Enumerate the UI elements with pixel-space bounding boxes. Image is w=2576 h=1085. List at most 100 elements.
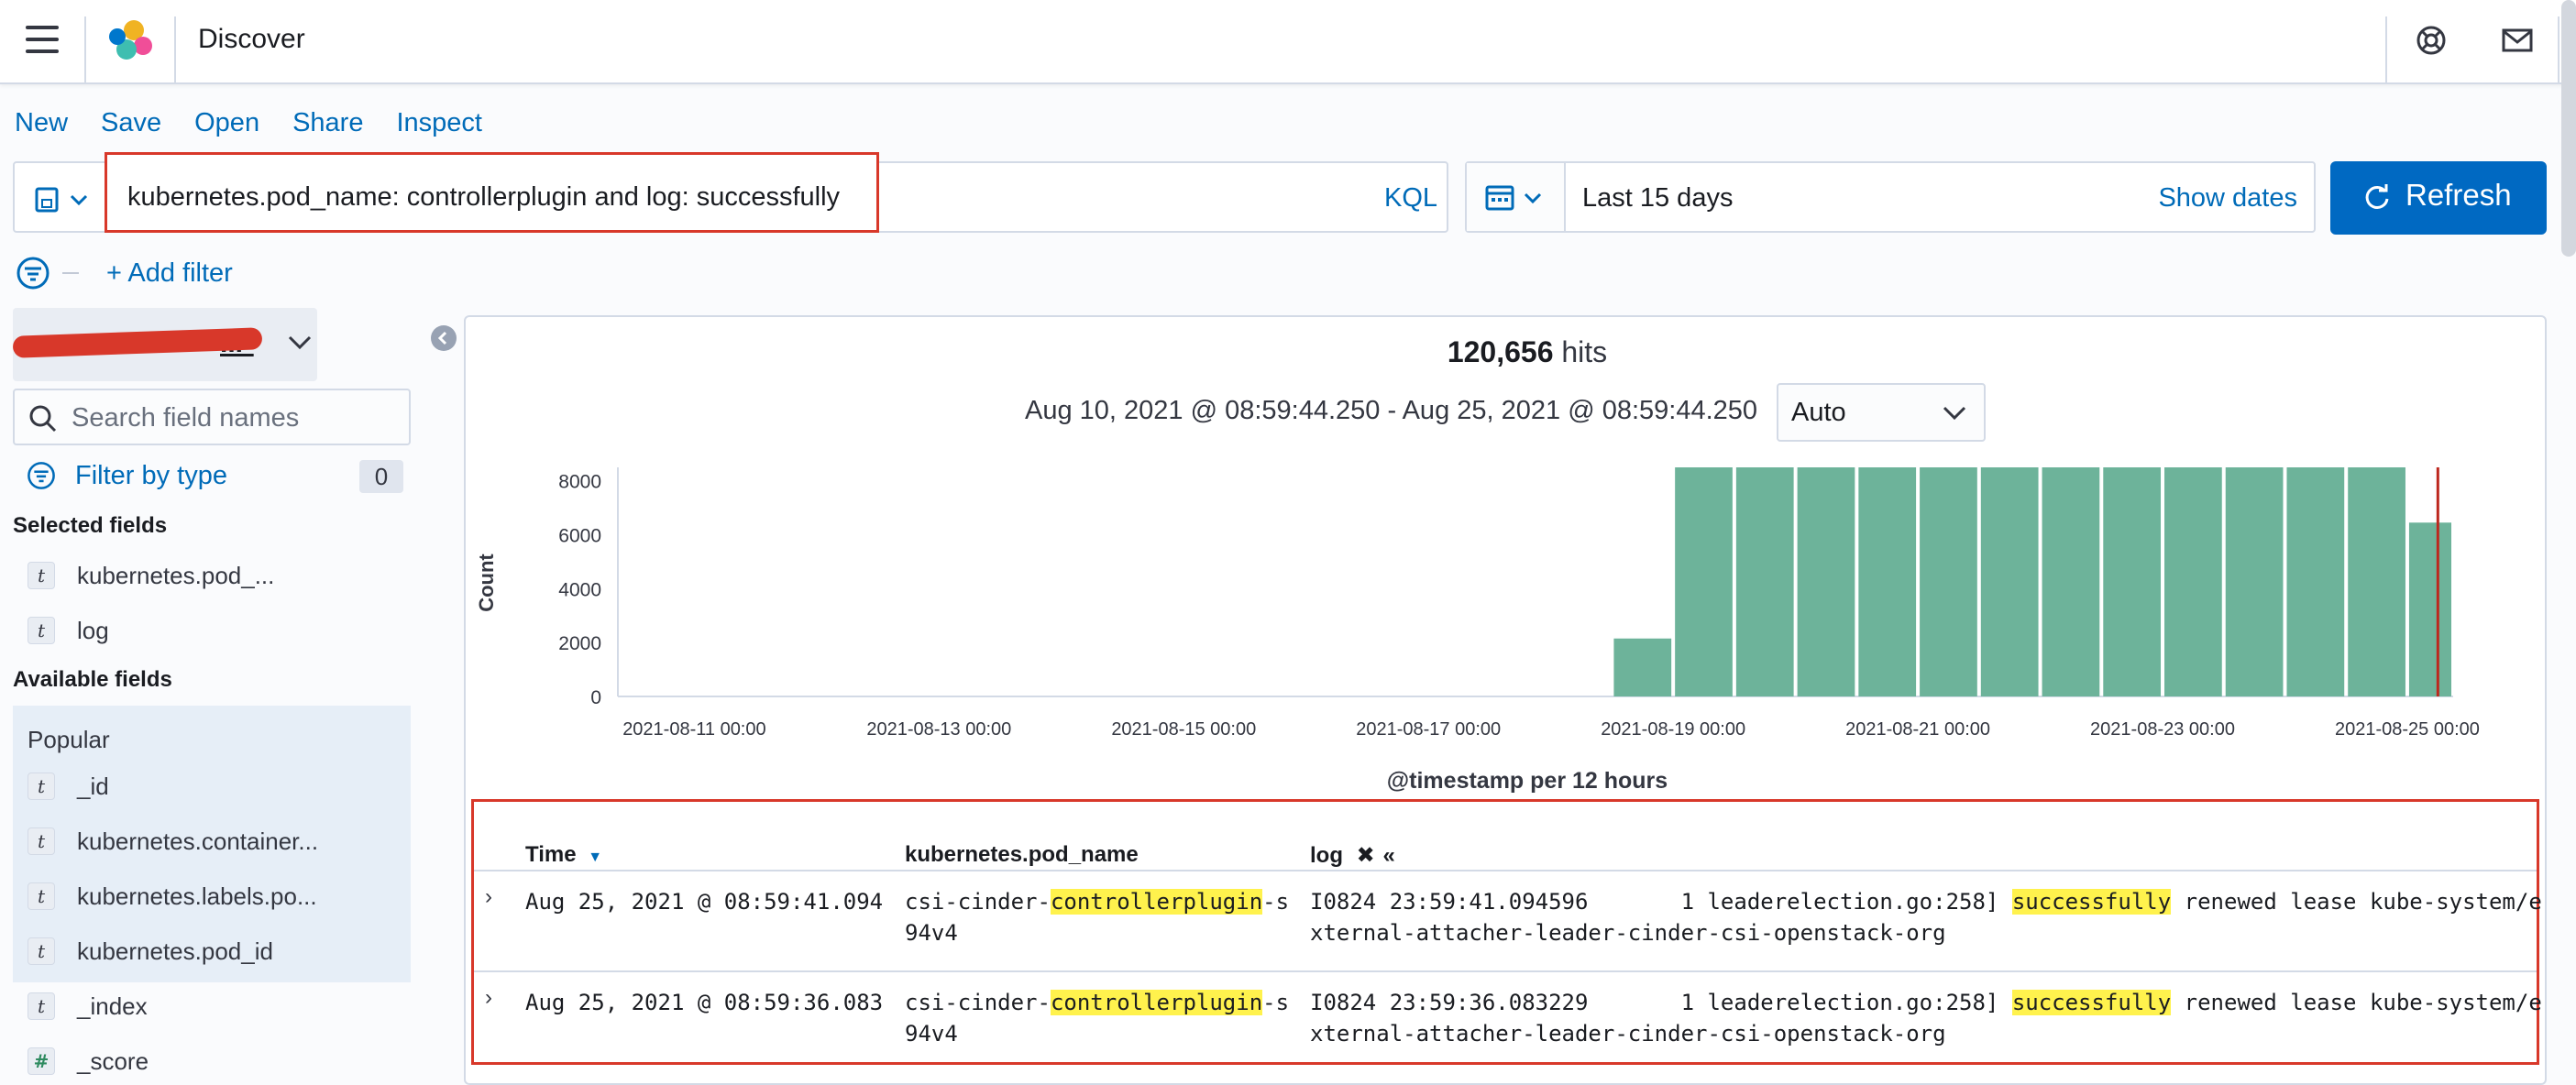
interval-select[interactable]: Auto	[1777, 383, 1986, 442]
histogram-bar[interactable]	[2042, 467, 2100, 696]
show-dates-link[interactable]: Show dates	[2158, 183, 2297, 213]
move-column-left-icon[interactable]: «	[1382, 843, 1395, 868]
y-tick-label: 6000	[558, 526, 601, 547]
histogram-bar[interactable]	[1613, 638, 1672, 696]
expand-row-icon[interactable]: ›	[485, 884, 492, 909]
y-tick-label: 8000	[558, 472, 601, 493]
histogram-bar[interactable]	[1858, 467, 1917, 696]
histogram-bar[interactable]	[2164, 467, 2222, 696]
x-axis-label: @timestamp per 12 hours	[1387, 768, 1668, 794]
popular-fields-group: Popular	[13, 706, 411, 982]
popular-title: Popular	[28, 726, 110, 753]
refresh-icon	[2365, 184, 2389, 209]
filter-bar: + Add filter	[15, 255, 233, 291]
log-column-header[interactable]: log ✖ «	[1310, 842, 1395, 869]
index-pattern-selector[interactable]: ...*	[12, 308, 317, 381]
histogram-bar[interactable]	[2103, 467, 2162, 696]
field-search-input[interactable]: Search field names	[13, 389, 411, 445]
y-tick-label: 0	[590, 687, 601, 708]
row-log: I0824 23:59:41.094596 1 leaderelection.g…	[1310, 889, 2542, 946]
hits-label: hits	[1561, 335, 1608, 368]
field-item[interactable]: # _score	[28, 1043, 149, 1080]
save-link[interactable]: Save	[101, 108, 162, 137]
time-column-label: Time	[525, 842, 577, 867]
x-tick-label: 2021-08-17 00:00	[1356, 719, 1501, 740]
row-log: I0824 23:59:36.083229 1 leaderelection.g…	[1310, 990, 2542, 1047]
refresh-button[interactable]: Refresh	[2330, 161, 2547, 235]
page-scrollbar[interactable]	[2561, 0, 2576, 257]
pod-column-header[interactable]: kubernetes.pod_name	[905, 842, 1139, 867]
string-type-icon: t	[28, 992, 55, 1020]
search-input[interactable]: kubernetes.pod_name: controllerplugin an…	[105, 152, 879, 233]
field-item[interactable]: t kubernetes.pod_...	[28, 557, 274, 594]
histogram-bar[interactable]	[2348, 467, 2405, 696]
row-time: Aug 25, 2021 @ 08:59:41.094	[525, 889, 884, 915]
search-placeholder: Search field names	[72, 403, 300, 433]
histogram-bar[interactable]	[1675, 467, 1733, 696]
string-type-icon: t	[28, 882, 55, 910]
x-tick-label: 2021-08-11 00:00	[622, 719, 765, 740]
help-icon[interactable]	[2415, 24, 2448, 57]
sort-desc-icon[interactable]: ▼	[588, 849, 603, 865]
field-item[interactable]: t kubernetes.pod_id	[28, 933, 273, 970]
field-name: _id	[77, 772, 109, 800]
remove-column-icon[interactable]: ✖	[1356, 843, 1375, 868]
x-tick-label: 2021-08-13 00:00	[866, 719, 1011, 740]
save-icon	[35, 187, 88, 213]
histogram-bar[interactable]	[2225, 467, 2284, 696]
hamburger-icon[interactable]	[26, 26, 59, 53]
field-name: _score	[77, 1047, 149, 1075]
string-type-icon: t	[28, 937, 55, 965]
add-filter-button[interactable]: + Add filter	[106, 258, 233, 288]
date-picker: Last 15 days Show dates	[1465, 161, 2316, 233]
y-axis-label: Count	[475, 553, 498, 612]
refresh-label: Refresh	[2405, 178, 2512, 212]
field-item[interactable]: t kubernetes.labels.po...	[28, 878, 317, 915]
calendar-icon	[1485, 185, 1542, 211]
string-type-icon: t	[28, 562, 55, 589]
field-item[interactable]: t log	[28, 612, 109, 649]
filter-options-icon[interactable]	[15, 255, 51, 291]
field-name: log	[77, 616, 109, 644]
expand-row-icon[interactable]: ›	[485, 985, 492, 1010]
histogram-bar[interactable]	[1735, 467, 1794, 696]
header-divider	[174, 16, 176, 82]
field-item[interactable]: t _id	[28, 768, 109, 805]
chevron-down-icon	[288, 335, 312, 350]
date-quick-menu-button[interactable]	[1467, 163, 1566, 231]
row-time: Aug 25, 2021 @ 08:59:36.083	[525, 990, 884, 1015]
field-name: kubernetes.pod_...	[77, 561, 275, 589]
date-range-text[interactable]: Last 15 days	[1582, 183, 1734, 213]
documents-table: Time ▼ kubernetes.pod_name log ✖ « › Aug…	[471, 799, 2542, 1065]
filter-icon	[28, 462, 55, 489]
header-divider	[2385, 16, 2387, 82]
field-name: _index	[77, 992, 148, 1020]
field-item[interactable]: t kubernetes.container...	[28, 823, 318, 860]
inspect-link[interactable]: Inspect	[396, 108, 482, 137]
selected-fields-title: Selected fields	[13, 513, 168, 538]
mail-icon[interactable]	[2501, 24, 2534, 57]
histogram-bar[interactable]	[2286, 467, 2345, 696]
field-item[interactable]: t _index	[28, 988, 148, 1025]
histogram-bar[interactable]	[2408, 522, 2451, 696]
saved-query-button[interactable]	[15, 163, 106, 231]
kql-toggle-button[interactable]: KQL	[1384, 183, 1438, 213]
top-nav-menu: New Save Open Share Inspect	[15, 108, 482, 138]
new-link[interactable]: New	[15, 108, 69, 137]
x-tick-label: 2021-08-25 00:00	[2335, 719, 2480, 740]
filter-by-type-button[interactable]: Filter by type	[26, 460, 227, 491]
y-tick-label: 2000	[558, 633, 601, 654]
string-type-icon: t	[28, 773, 55, 800]
chevron-left-icon	[437, 331, 447, 345]
time-column-header[interactable]: Time ▼	[525, 842, 602, 868]
histogram-bar[interactable]	[1920, 467, 1977, 696]
kibana-logo-icon	[109, 20, 152, 60]
row-divider	[474, 870, 2537, 871]
header-divider	[84, 16, 86, 82]
x-tick-label: 2021-08-23 00:00	[2090, 719, 2235, 740]
histogram-bar[interactable]	[1797, 467, 1855, 696]
histogram-bar[interactable]	[1980, 467, 2039, 696]
open-link[interactable]: Open	[194, 108, 260, 137]
collapse-sidebar-button[interactable]	[431, 325, 457, 351]
share-link[interactable]: Share	[292, 108, 364, 137]
